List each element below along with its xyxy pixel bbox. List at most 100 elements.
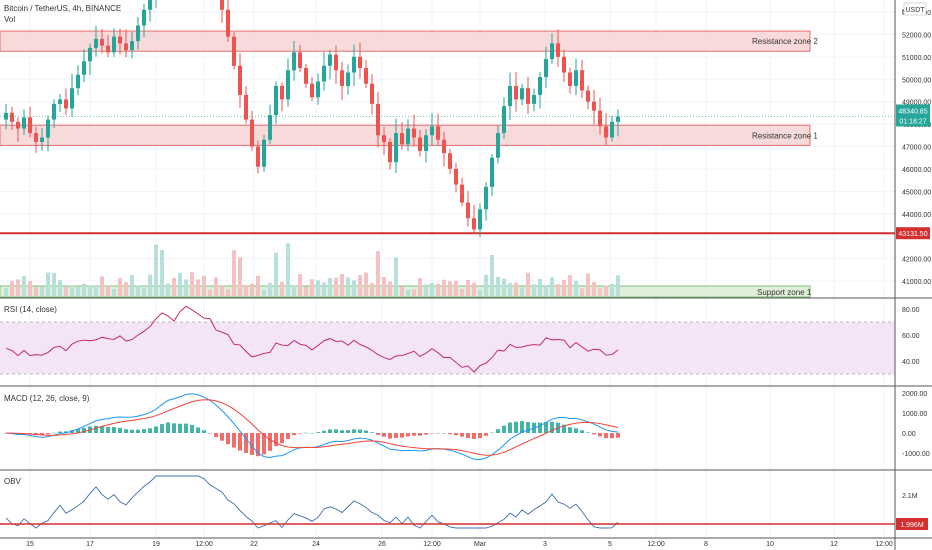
candle-body (64, 99, 68, 109)
macd-histogram-bar (190, 424, 194, 433)
support-zone-1-label: Support zone 1 (757, 288, 812, 297)
time-tick-label: 15 (26, 541, 34, 548)
macd-histogram-bar (94, 425, 98, 433)
volume-bar (526, 272, 530, 296)
volume-bar (142, 287, 146, 296)
volume-bar (220, 285, 224, 296)
volume-bar (322, 282, 326, 296)
candle-body (502, 106, 506, 134)
macd-histogram-bar (304, 432, 308, 434)
signal-line (5, 399, 619, 456)
candle-body (364, 68, 368, 84)
macd-histogram-bar (490, 432, 494, 434)
time-tick-label: 8 (704, 541, 708, 548)
volume-bar (82, 283, 86, 296)
macd-histogram-bar (130, 429, 134, 433)
volume-bar (52, 272, 56, 296)
volume-bar (556, 283, 560, 296)
currency-box (903, 2, 927, 16)
macd-histogram-bar (160, 424, 164, 433)
volume-bar (70, 285, 74, 296)
macd-histogram-bar (220, 433, 224, 441)
macd-histogram-bar (574, 428, 578, 433)
volume-bar (64, 286, 68, 296)
volume-bar (358, 275, 362, 296)
macd-histogram-bar (280, 433, 284, 444)
volume-bar (226, 289, 230, 296)
macd-histogram-bar (328, 429, 332, 433)
macd-histogram-bar (508, 422, 512, 433)
candle-body (76, 74, 80, 89)
candle-body (448, 153, 452, 169)
macd-histogram-bar (334, 429, 338, 433)
macd-histogram-bar (436, 432, 440, 434)
candle-body (526, 88, 530, 104)
volume-bar (310, 279, 314, 296)
obv-pane (0, 475, 895, 529)
macd-histogram-bar (616, 433, 620, 438)
macd-histogram-bar (442, 433, 446, 434)
macd-histogram-bar (352, 429, 356, 433)
obv-title: OBV (4, 477, 21, 486)
volume-layer (4, 243, 620, 296)
volume-bar (442, 279, 446, 296)
support-price-label: 43131.50 (898, 231, 927, 238)
time-tick-label: 10 (766, 541, 774, 548)
volume-bar (514, 282, 518, 296)
candle-body (598, 110, 602, 127)
volume-bar (256, 275, 260, 296)
volume-bar (28, 281, 32, 296)
macd-histogram-bar (388, 433, 392, 439)
volume-bar (466, 280, 470, 296)
candle-body (418, 137, 422, 151)
candle-body (238, 65, 242, 95)
macd-histogram-bar (316, 432, 320, 433)
candle-body (574, 70, 578, 86)
volume-bar (574, 280, 578, 296)
volume-bar (316, 280, 320, 296)
candle-body (292, 52, 296, 71)
candle-body (544, 59, 548, 78)
volume-bar (412, 289, 416, 296)
candle-body (610, 121, 614, 138)
candle-body (532, 94, 536, 104)
macd-histogram-bar (208, 433, 212, 434)
time-tick-label: 12:00 (875, 541, 893, 548)
candle-body (460, 184, 464, 203)
candle-body (58, 99, 62, 104)
volume-bar (76, 287, 80, 296)
candle-body (100, 38, 104, 46)
volume-bar (286, 243, 290, 296)
candle-body (130, 41, 134, 51)
macd-histogram-bar (472, 433, 476, 439)
macd-histogram-bar (322, 430, 326, 433)
rsi-pane (0, 305, 895, 375)
macd-histogram-bar (598, 433, 602, 437)
macd-histogram-bar (268, 433, 272, 451)
candle-body (106, 45, 110, 53)
volume-bar (340, 274, 344, 296)
macd-histogram-bar (376, 433, 380, 435)
candle-body (322, 65, 326, 82)
candle-body (226, 9, 230, 37)
candle-body (514, 85, 518, 100)
volume-bar (172, 277, 176, 296)
volume-bar (232, 250, 236, 296)
volume-bar (520, 287, 524, 296)
volume-bar (334, 277, 338, 296)
volume-bar (508, 283, 512, 296)
candle-body (304, 68, 308, 84)
candle-body (28, 117, 32, 134)
support-price-tag (896, 227, 930, 240)
candle-body (394, 133, 398, 163)
volume-bar (34, 287, 38, 296)
price-tick-label: 45000.00 (902, 189, 931, 196)
macd-histogram-bar (394, 433, 398, 438)
macd-histogram-bar (196, 427, 200, 433)
candle-body (346, 72, 350, 86)
volume-bar (112, 289, 116, 296)
candle-body (370, 83, 374, 104)
volume-bar (262, 289, 266, 296)
candle-body (136, 25, 140, 42)
